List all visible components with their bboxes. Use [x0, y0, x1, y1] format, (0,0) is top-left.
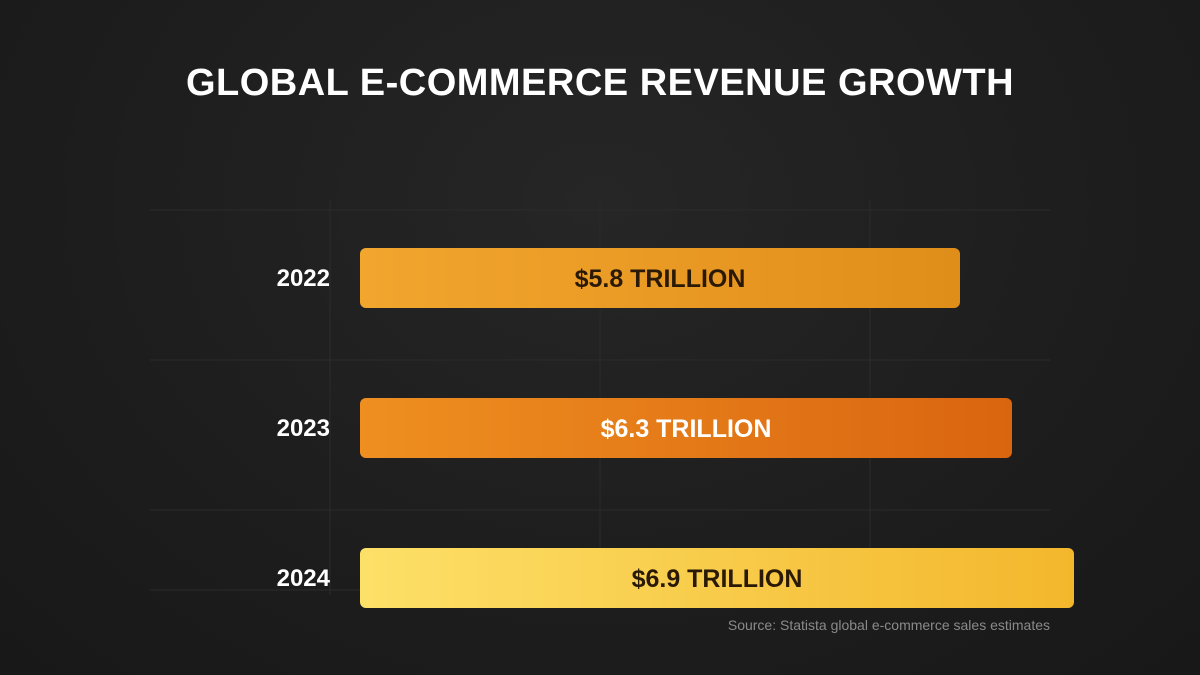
bar-2023 — [360, 398, 1012, 458]
data-label-2023: $6.3 TRILLION — [601, 415, 772, 443]
bar-2022 — [360, 248, 960, 308]
chart-title: GLOBAL E-COMMERCE REVENUE GROWTH — [185, 62, 1015, 104]
category-label-2023: 2023 — [277, 415, 330, 442]
data-label-2024: $6.9 TRILLION — [632, 565, 803, 593]
data-label-2022: $5.8 TRILLION — [575, 265, 746, 293]
bar-2024 — [360, 548, 1074, 608]
category-label-2022: 2022 — [277, 265, 330, 292]
chart-bars: 2022 $5.8 TRILLION 2023 $6.3 TRILLION 2024 $6… — [277, 248, 1074, 608]
source-note: Source: Statista global e-commerce sales… — [727, 617, 1050, 633]
category-label-2024: 2024 — [277, 565, 331, 592]
